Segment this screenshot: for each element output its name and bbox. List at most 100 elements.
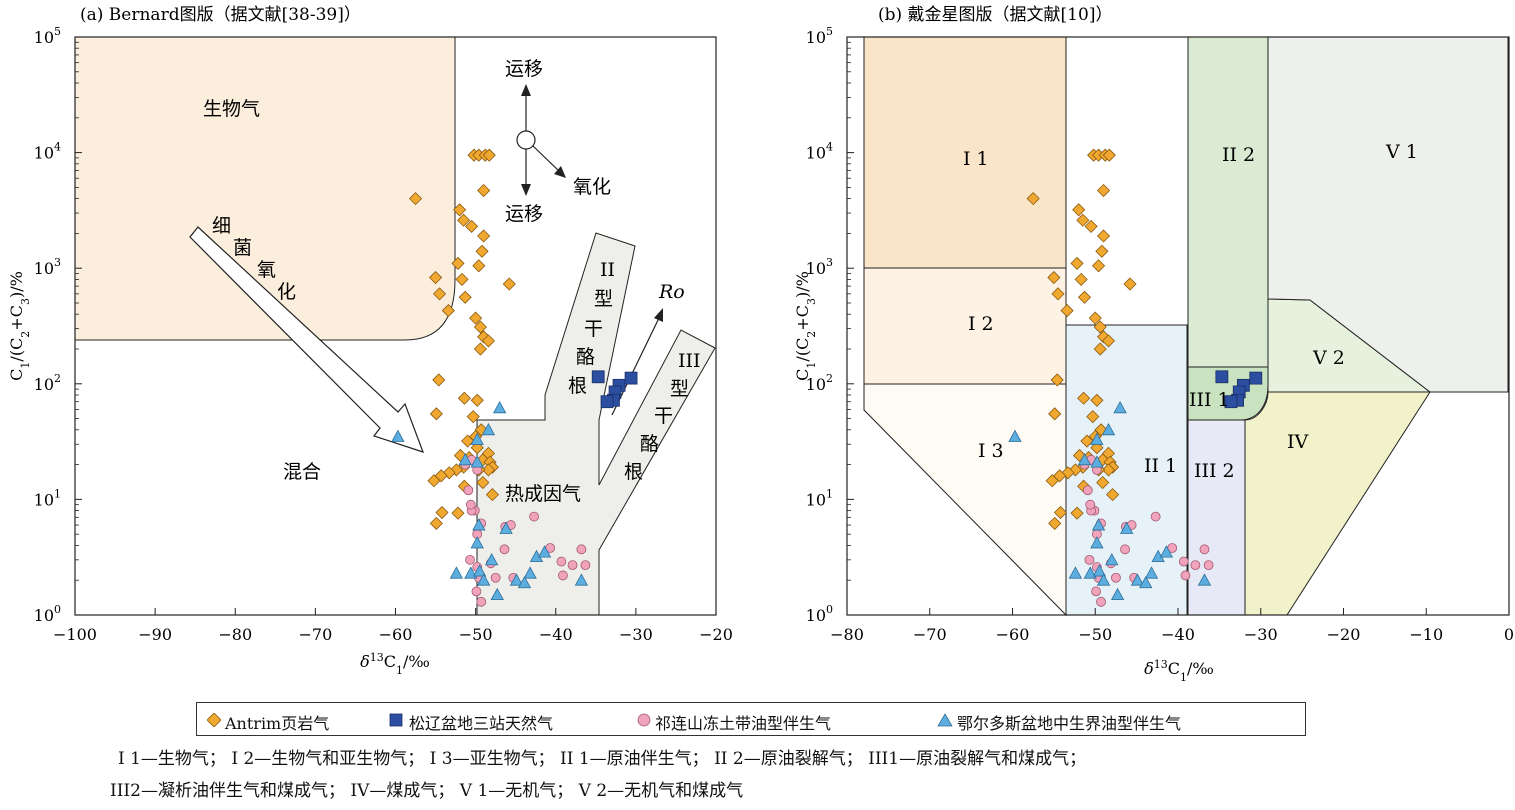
- bernard-point-diamond: [469, 311, 483, 325]
- bernard-point-diamond: [481, 463, 496, 477]
- bernard-point-diamond: [502, 277, 516, 291]
- dai-point-triangle: [1068, 566, 1083, 579]
- dai-point-diamond: [1060, 304, 1074, 318]
- bernard-point-square: [600, 395, 614, 409]
- bernard-point-triangle: [490, 587, 504, 601]
- bernard-point-diamond: [482, 148, 496, 162]
- dai-point-triangle: [1096, 573, 1111, 586]
- bernard-y-tick-label: 105: [34, 25, 61, 47]
- svg-text:根: 根: [624, 461, 643, 483]
- dai-point-diamond: [1096, 229, 1111, 243]
- region-I2-label: I 2: [968, 313, 994, 335]
- dai-point-diamond: [1077, 290, 1092, 304]
- region-V2-label: V 2: [1312, 347, 1345, 369]
- bernard-point-diamond: [477, 183, 491, 198]
- dai-point-circle: [1199, 544, 1210, 555]
- dai-point-diamond: [1090, 393, 1104, 407]
- dai-point-triangle: [1130, 573, 1145, 586]
- dai-y-tick-label: 101: [806, 487, 833, 509]
- dai-point-diamond: [1101, 463, 1116, 477]
- dai-point-triangle: [1113, 400, 1127, 414]
- dai-x-tick-label: −10: [1409, 625, 1443, 644]
- dai-point-diamond: [1048, 407, 1062, 421]
- migration-down-label: 运移: [505, 203, 543, 225]
- dai-point-diamond: [1086, 410, 1100, 424]
- bacterial-oxidation-arrow: [189, 226, 424, 453]
- dai-y-tick-label: 102: [806, 372, 833, 394]
- dai-point-circle: [1203, 560, 1214, 571]
- bernard-point-triangle: [472, 518, 486, 531]
- dai-point-square: [1224, 395, 1238, 409]
- dai-point-triangle: [1090, 432, 1104, 445]
- svg-text:氧: 氧: [257, 259, 276, 281]
- dai-point-diamond: [1091, 259, 1106, 273]
- legend-square-marker: [389, 713, 403, 727]
- bernard-point-diamond: [449, 463, 463, 477]
- region-IV-label: IV: [1287, 431, 1309, 453]
- dai-point-circle: [1111, 572, 1121, 583]
- bernard-point-circle: [558, 570, 568, 581]
- bernard-point-triangle: [509, 573, 524, 586]
- bernard-x-tick-label: −40: [539, 625, 573, 644]
- bernard-point-diamond: [429, 407, 443, 421]
- dai-point-triangle: [1144, 566, 1159, 579]
- dai-title: (b) 戴金星图版（据文献[10]）: [878, 5, 1112, 25]
- region-IV: [1244, 391, 1431, 616]
- bernard-point-triangle: [481, 422, 496, 436]
- bernard-point-triangle: [449, 566, 464, 579]
- dai-y-tick-label: 103: [806, 256, 833, 278]
- dai-point-diamond: [1095, 244, 1109, 258]
- legend-label-antrim: Antrim页岩气: [225, 714, 330, 733]
- bernard-point-diamond: [432, 373, 446, 387]
- region-I3: [863, 383, 1067, 617]
- dai-x-tick-label: −40: [1161, 625, 1195, 644]
- bernard-x-tick-label: −20: [699, 625, 733, 644]
- bernard-point-diamond: [434, 469, 448, 483]
- dai-point-diamond: [1123, 277, 1137, 291]
- dai-point-circle: [1150, 511, 1161, 522]
- svg-text:干: 干: [584, 318, 603, 340]
- footnote-line-1: I 1—生物气； I 2—生物气和亚生物气； I 3—亚生物气； II 1—原油…: [118, 749, 1087, 769]
- oxidation-label: 氧化: [573, 176, 611, 198]
- dai-point-square: [1249, 371, 1263, 385]
- bernard-point-circle: [471, 586, 482, 597]
- dai-x-tick-label: −70: [913, 625, 947, 644]
- region-upper-blank: [1065, 36, 1189, 326]
- legend-label-songliao: 松辽盆地三站天然气: [409, 714, 554, 733]
- bernard-point-diamond: [457, 391, 471, 405]
- dai-point-diamond: [1026, 192, 1040, 206]
- bernard-x-tick-label: −60: [379, 625, 413, 644]
- region-I3-label: I 3: [978, 440, 1004, 462]
- dai-y-tick-label: 104: [806, 141, 833, 163]
- ro-label: Ro: [658, 281, 685, 303]
- bernard-point-diamond: [470, 393, 484, 407]
- migration-oxidation-symbol: [516, 84, 566, 196]
- region-I1: [863, 36, 1067, 269]
- bernard-point-diamond: [435, 505, 449, 520]
- dai-point-diamond: [1061, 466, 1075, 480]
- region-V1-label: V 1: [1385, 141, 1418, 163]
- dai-point-triangle: [1120, 521, 1134, 534]
- dai-point-diamond: [1088, 311, 1102, 325]
- bernard-point-circle: [476, 596, 487, 607]
- svg-text:干: 干: [654, 405, 673, 427]
- dai-point-circle: [1190, 560, 1201, 571]
- dai-plot: (b) 戴金星图版（据文献[10]） −80 −70 −60 −50 −40 −30 −20…: [793, 5, 1514, 684]
- bernard-y-tick-label: 100: [34, 603, 61, 625]
- dai-point-diamond: [1070, 256, 1084, 270]
- bernard-point-diamond: [455, 272, 469, 286]
- dai-point-triangle: [1090, 455, 1104, 468]
- bernard-point-triangle: [470, 455, 484, 468]
- dai-y-tick-label: 100: [806, 603, 833, 625]
- bernard-x-tick-label: −50: [459, 625, 493, 644]
- bernard-point-diamond: [457, 213, 471, 227]
- dai-point-triangle: [1101, 422, 1116, 436]
- bernard-point-diamond: [473, 320, 487, 334]
- dai-point-circle: [1120, 544, 1130, 555]
- dai-x-tick-label: −20: [1327, 625, 1361, 644]
- dai-point-diamond: [1053, 505, 1068, 520]
- dai-point-diamond: [1072, 203, 1086, 217]
- dai-point-circle: [1091, 586, 1101, 597]
- bernard-point-circle: [567, 560, 578, 571]
